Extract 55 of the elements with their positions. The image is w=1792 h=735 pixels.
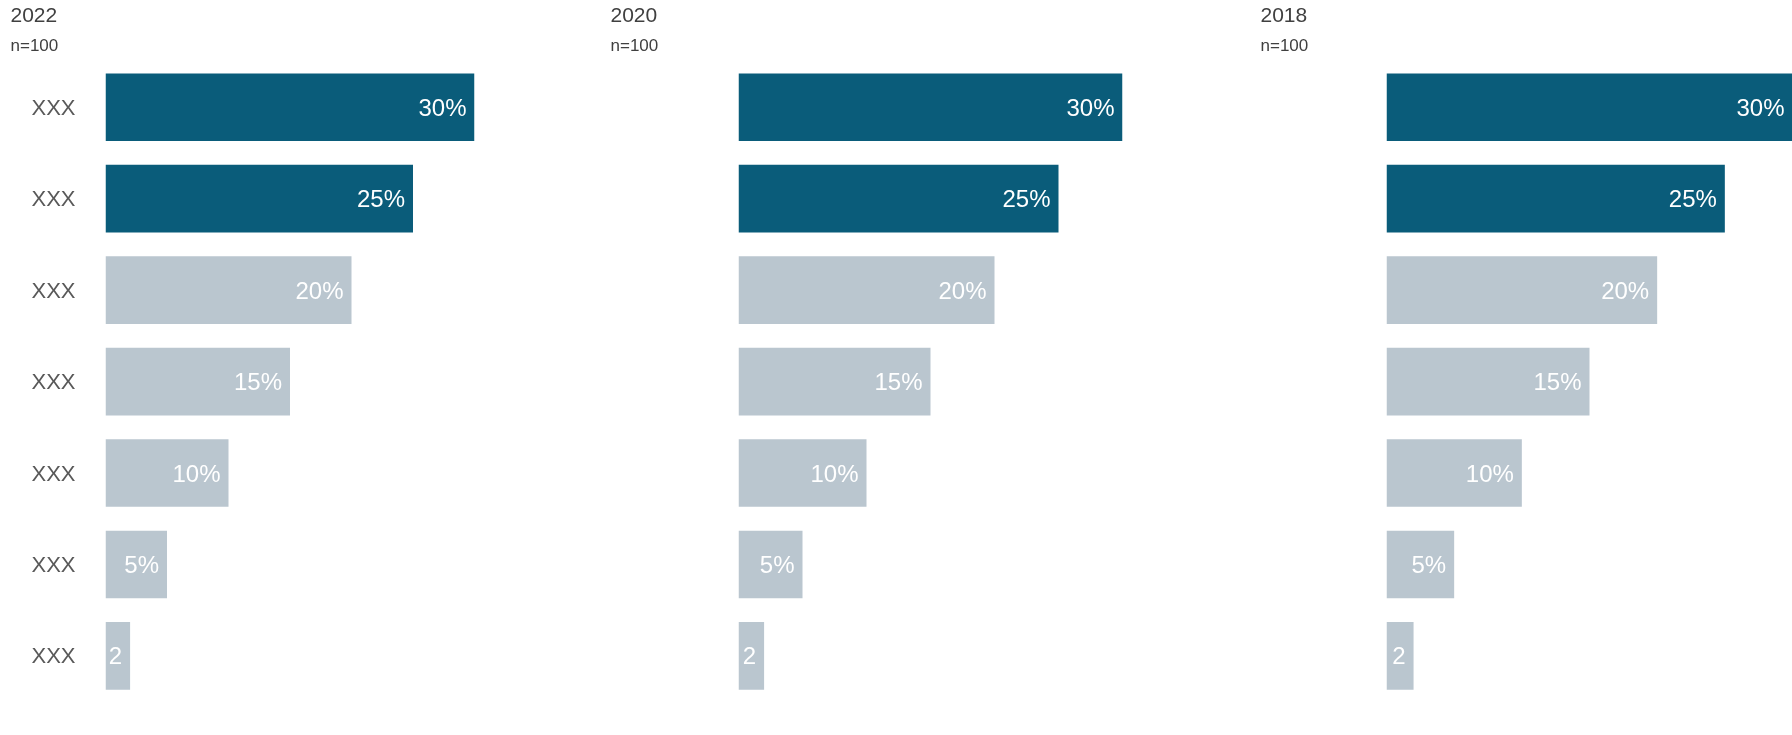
bar bbox=[738, 256, 995, 324]
bar bbox=[738, 530, 803, 599]
bar bbox=[105, 530, 167, 599]
data-label: 10% bbox=[172, 459, 221, 487]
data-label: 20% bbox=[295, 276, 344, 304]
y-tick-label: XXX bbox=[31, 460, 76, 486]
bar bbox=[105, 256, 352, 324]
bar bbox=[738, 164, 1059, 233]
y-tick-label: XXX bbox=[31, 186, 76, 212]
bar bbox=[105, 73, 475, 142]
chart-title: 2018 bbox=[1260, 2, 1308, 26]
data-label: 5% bbox=[124, 550, 159, 578]
y-tick-label: XXX bbox=[31, 94, 76, 120]
data-label: 10% bbox=[810, 459, 859, 487]
data-label: 5% bbox=[759, 550, 795, 578]
bar bbox=[1386, 622, 1414, 690]
bar bbox=[105, 164, 413, 233]
bar bbox=[105, 347, 290, 416]
data-label: 15% bbox=[1533, 368, 1582, 396]
y-tick-label: XXX bbox=[31, 277, 76, 303]
data-label: 20% bbox=[938, 276, 987, 304]
data-label: 30% bbox=[1066, 93, 1115, 121]
chart-title: 2022 bbox=[10, 2, 58, 26]
bar bbox=[1386, 164, 1725, 233]
data-label: 15% bbox=[233, 368, 283, 396]
bar bbox=[105, 622, 131, 690]
data-label: 20% bbox=[1601, 276, 1650, 304]
bar bbox=[1386, 439, 1522, 507]
bar bbox=[1386, 347, 1590, 416]
bar bbox=[1386, 73, 1792, 142]
data-label: 30% bbox=[1736, 93, 1785, 121]
data-label: 25% bbox=[1668, 185, 1717, 213]
chart-subtitle: n=100 bbox=[10, 35, 59, 55]
bar bbox=[1386, 530, 1455, 599]
chart-subtitle: n=100 bbox=[610, 35, 659, 55]
data-label: 15% bbox=[874, 368, 923, 396]
bar bbox=[1386, 256, 1658, 324]
data-label: 5% bbox=[1411, 550, 1447, 578]
bar bbox=[738, 439, 867, 507]
chart-subtitle: n=100 bbox=[1260, 35, 1309, 55]
bar bbox=[738, 73, 1123, 142]
data-label: 2 bbox=[108, 642, 123, 670]
bar bbox=[738, 347, 931, 416]
data-label: 25% bbox=[356, 185, 406, 213]
y-tick-label: XXX bbox=[31, 369, 76, 395]
bar bbox=[738, 622, 765, 690]
data-label: 30% bbox=[418, 93, 467, 121]
data-label: 2 bbox=[742, 642, 757, 670]
bar bbox=[105, 439, 229, 507]
y-tick-label: XXX bbox=[31, 643, 76, 669]
y-tick-label: XXX bbox=[31, 551, 76, 577]
data-label: 2 bbox=[1392, 642, 1406, 670]
chart-title: 2020 bbox=[610, 2, 658, 26]
data-label: 25% bbox=[1002, 185, 1051, 213]
data-label: 10% bbox=[1465, 459, 1514, 487]
